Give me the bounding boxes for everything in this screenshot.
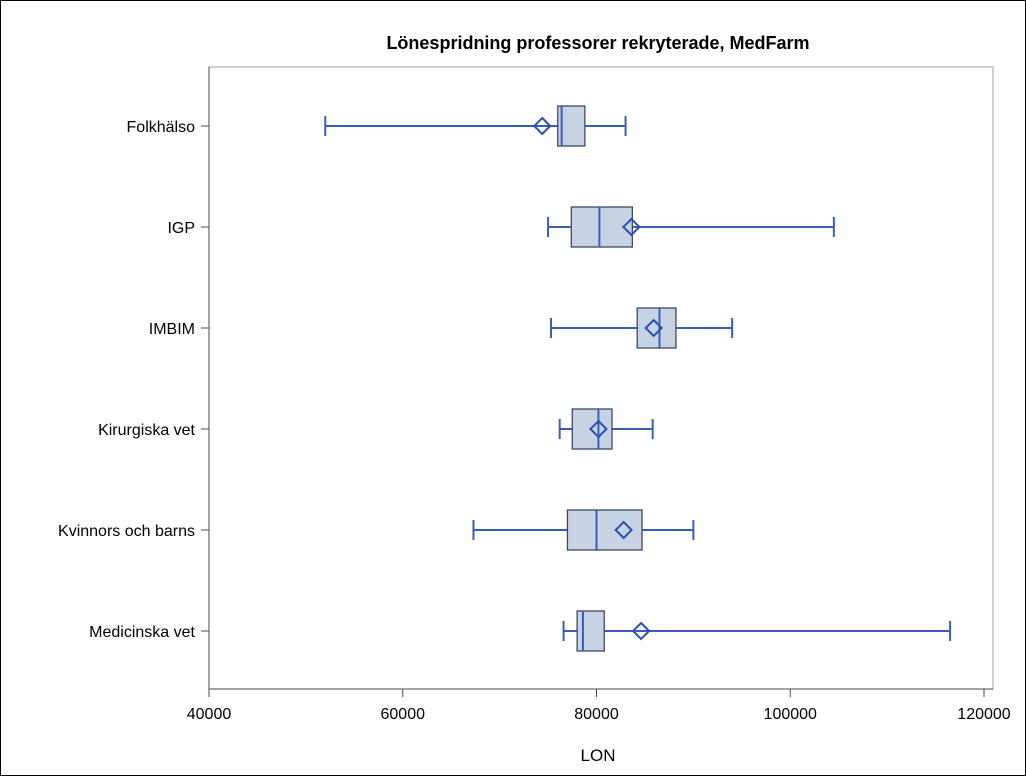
mean-marker <box>631 621 651 641</box>
x-axis-label: LON <box>581 746 616 765</box>
box-group <box>549 307 734 349</box>
x-tick-label: 40000 <box>187 706 232 723</box>
box-group <box>562 610 952 652</box>
y-tick-label: Kirurgiska vet <box>98 422 195 439</box>
x-tick-label: 60000 <box>381 706 426 723</box>
box-iqr <box>636 307 677 349</box>
mean-marker <box>644 318 664 338</box>
box-iqr <box>566 509 643 551</box>
x-tick-label: 80000 <box>574 706 619 723</box>
mean-marker <box>614 520 634 540</box>
mean-marker <box>621 217 641 237</box>
x-axis-ticks: 40000 60000 80000 100000 120000 <box>187 689 1011 723</box>
chart-marks <box>324 105 952 652</box>
plot-frame <box>208 66 994 690</box>
y-tick-label: Medicinska vet <box>89 624 195 641</box>
y-axis-ticks: Folkhälso IGP IMBIM Kirurgiska vet Kvinnors … <box>58 119 209 641</box>
y-tick-label: Kvinnors och barns <box>58 523 195 540</box>
box-group <box>547 206 835 248</box>
box-iqr <box>576 610 605 652</box>
box-group <box>324 105 627 147</box>
box-group <box>558 408 654 450</box>
y-tick-label: IGP <box>167 220 195 237</box>
x-tick-label: 100000 <box>764 706 817 723</box>
chart-title: Lönespridning professorer rekryterade, M… <box>386 33 809 53</box>
y-tick-label: IMBIM <box>149 321 195 338</box>
mean-marker <box>532 116 552 136</box>
box-group <box>472 509 695 551</box>
x-tick-label: 120000 <box>957 706 1010 723</box>
y-tick-label: Folkhälso <box>127 119 196 136</box>
mean-marker <box>589 419 608 439</box>
